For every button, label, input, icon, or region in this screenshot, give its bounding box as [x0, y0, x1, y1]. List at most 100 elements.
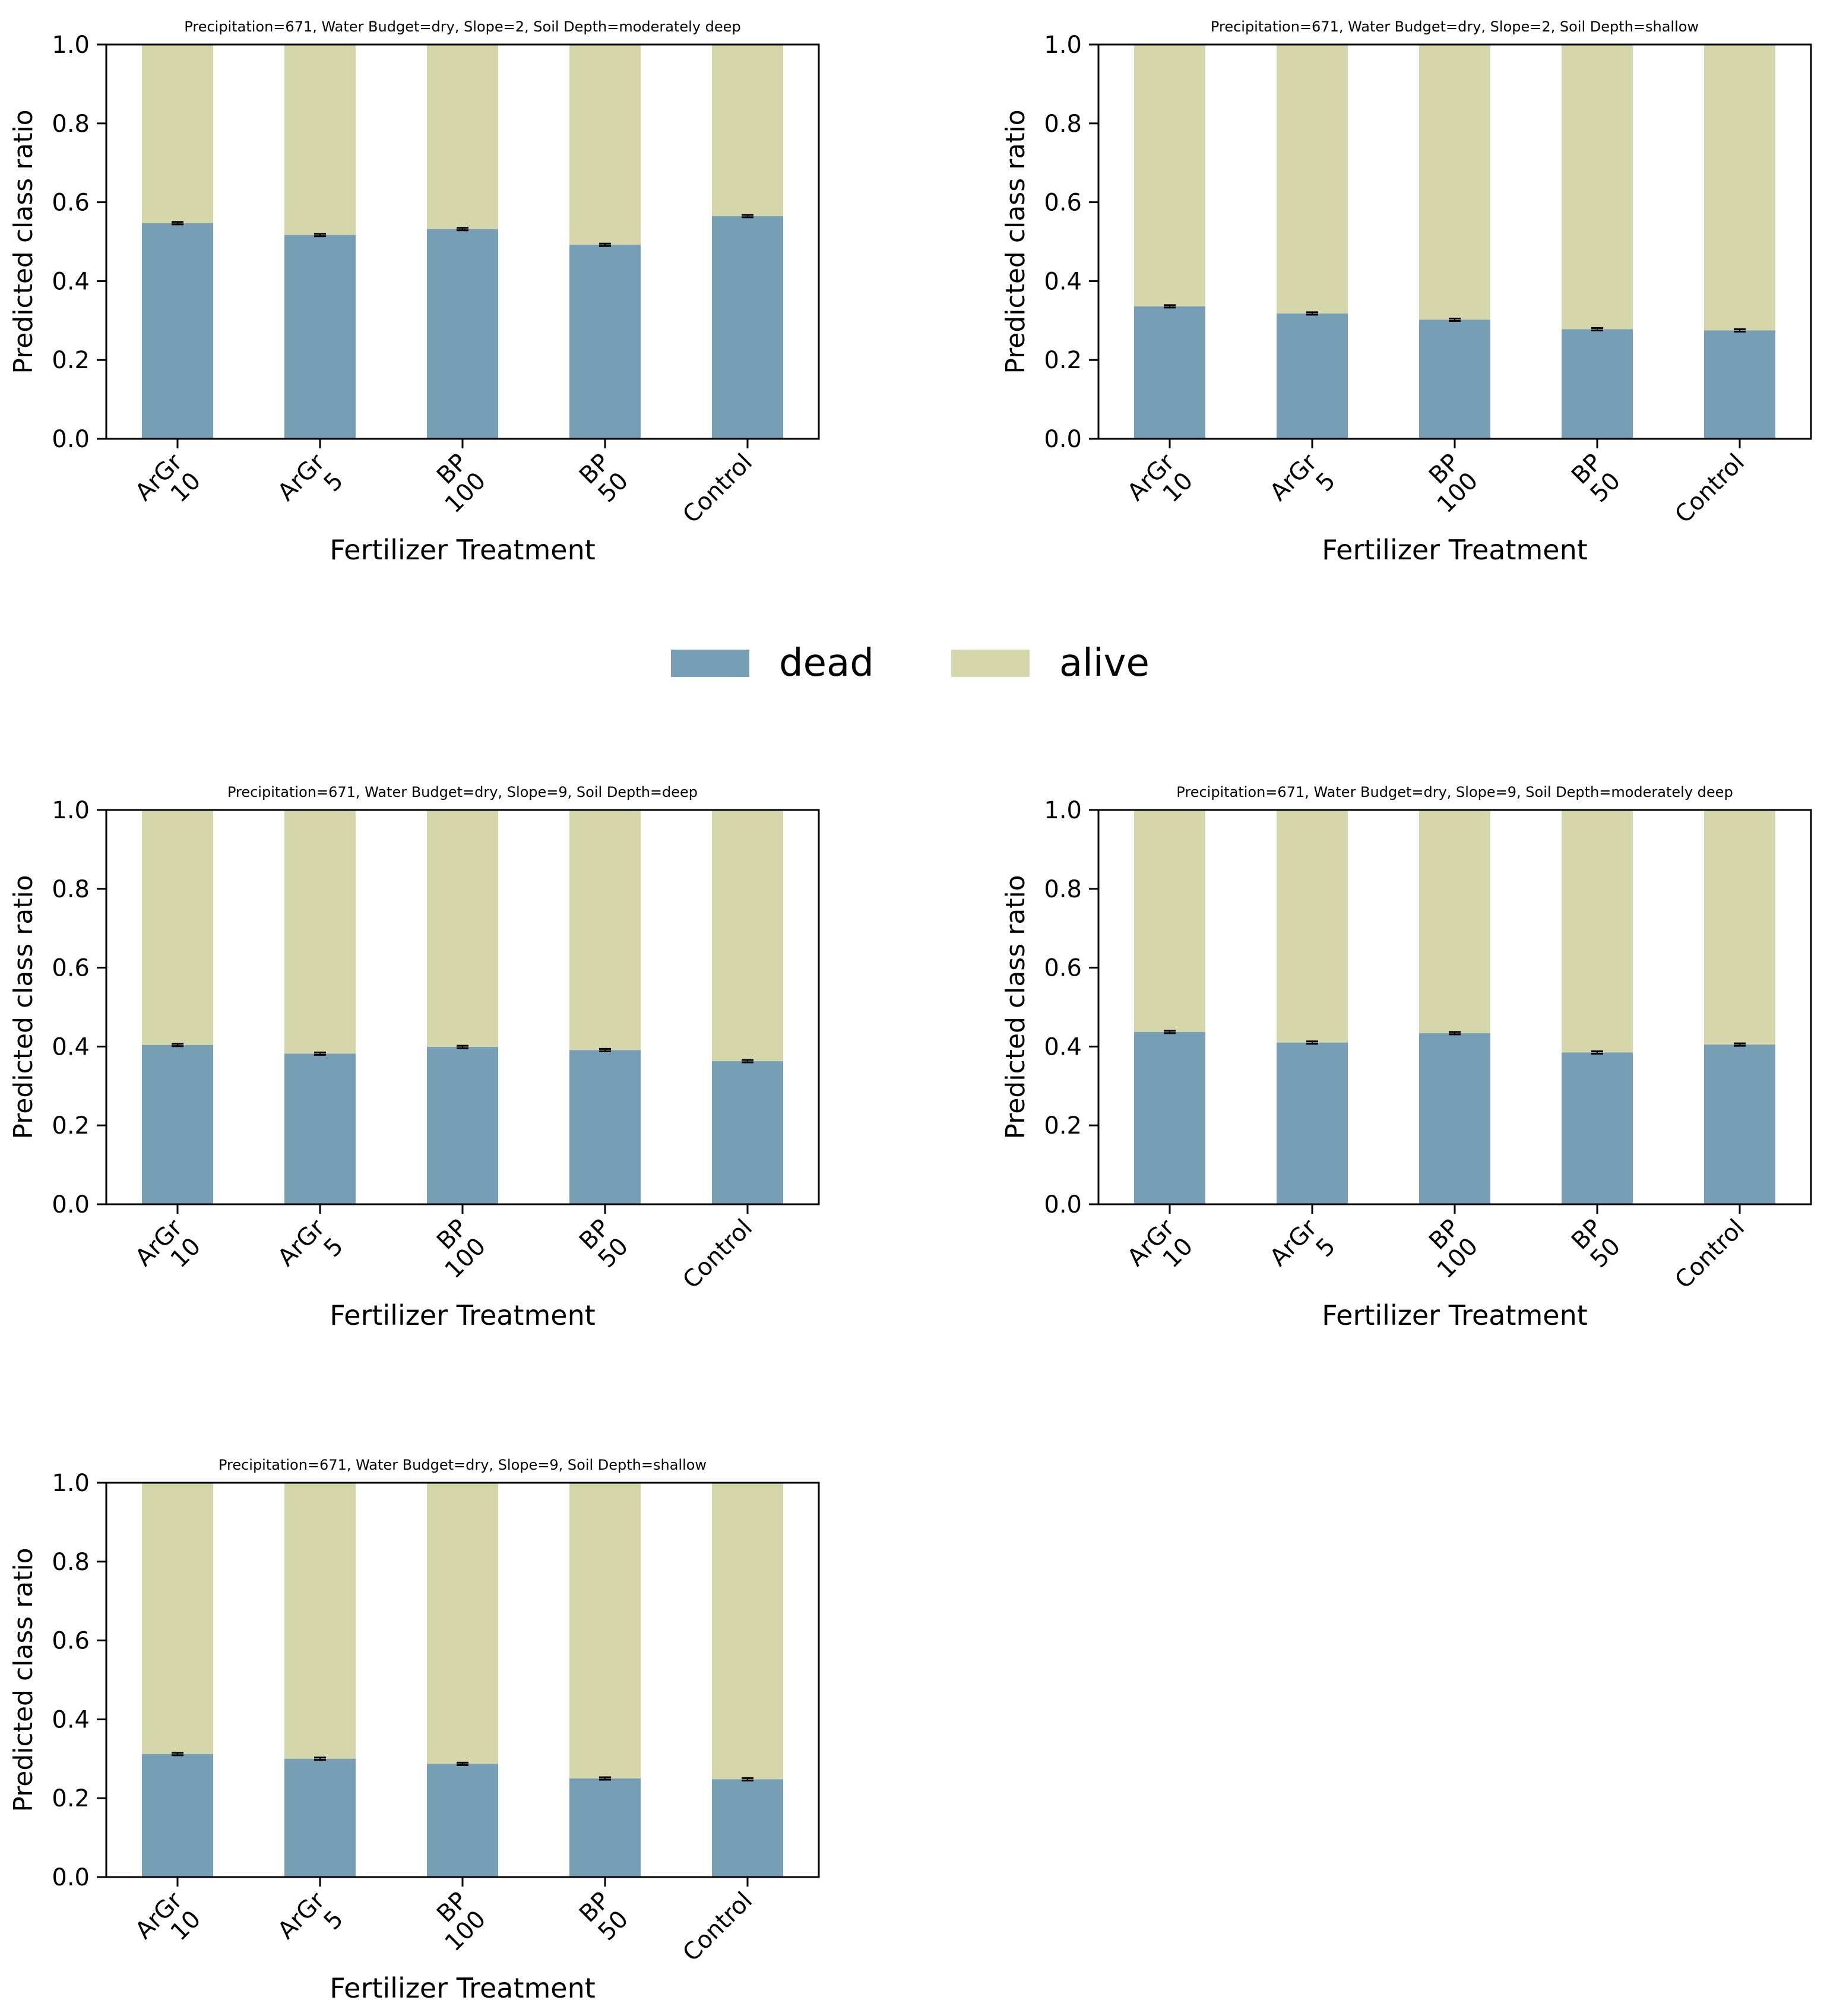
x-tick-label: BP50	[574, 1887, 634, 1947]
bar-alive	[284, 810, 356, 1054]
chart-title: Precipitation=671, Water Budget=dry, Slo…	[227, 784, 698, 800]
y-axis-label: Predicted class ratio	[1000, 875, 1031, 1139]
bar-dead	[712, 1779, 783, 1877]
chart-title: Precipitation=671, Water Budget=dry, Slo…	[184, 18, 740, 35]
y-tick-label: 1.0	[52, 797, 90, 824]
y-tick-label: 1.0	[1044, 797, 1082, 824]
bar-dead	[142, 1754, 213, 1877]
x-tick-label: BP100	[1414, 449, 1484, 519]
y-tick-label: 0.8	[52, 110, 90, 138]
x-tick-label: BP100	[422, 449, 492, 519]
x-tick-label: Control	[677, 1887, 758, 1967]
x-tick-label: ArGr5	[1265, 448, 1341, 525]
bar-alive	[427, 45, 498, 229]
subplot-4: ArGr10 ArGr5 BP100 BP50 Control 0.0 0.2 0.4 0.6 0…	[1000, 784, 1812, 1331]
legend-swatch-alive	[951, 650, 1030, 677]
chart-title: Precipitation=671, Water Budget=dry, Slo…	[219, 1457, 707, 1473]
bar-alive	[1704, 45, 1775, 331]
bar-alive	[569, 45, 641, 245]
y-tick-label: 0.2	[1044, 1112, 1082, 1140]
y-axis-label: Predicted class ratio	[1000, 109, 1031, 374]
bar-dead	[569, 1050, 641, 1204]
x-axis-label: Fertilizer Treatment	[1322, 1299, 1588, 1331]
y-tick-label: 0.4	[1044, 268, 1082, 295]
x-tick-label: BP50	[574, 449, 634, 508]
x-tick-label: BP50	[574, 1214, 634, 1274]
bar-dead	[284, 235, 356, 439]
x-tick-label: ArGr10	[1122, 448, 1199, 525]
y-tick-label: 0.6	[52, 1628, 90, 1655]
bar-dead	[1134, 306, 1205, 439]
bar-alive	[1134, 45, 1205, 306]
bar-dead	[1419, 1033, 1490, 1204]
x-tick-label-line: Control	[677, 449, 758, 529]
legend-swatch-dead	[671, 650, 749, 677]
y-tick-label: 0.6	[1044, 955, 1082, 982]
y-tick-label: 0.0	[52, 1864, 90, 1891]
subplot-3: ArGr10 ArGr5 BP100 BP50 Control 0.0 0.2 0.4 0.6 0…	[8, 784, 820, 1331]
x-tick-label: BP100	[1414, 1214, 1484, 1284]
bar-alive	[427, 810, 498, 1047]
bar-alive	[1419, 45, 1490, 320]
y-axis-label: Predicted class ratio	[8, 109, 39, 374]
y-tick-label: 0.4	[1044, 1033, 1082, 1061]
legend-label-dead: dead	[779, 641, 874, 685]
x-tick-label-line: Control	[677, 1887, 758, 1967]
x-tick-label-line: Control	[1670, 449, 1750, 529]
x-tick-label-line: Control	[677, 1214, 758, 1295]
y-tick-label: 0.2	[52, 1112, 90, 1140]
x-axis-label: Fertilizer Treatment	[330, 534, 596, 566]
x-axis-label: Fertilizer Treatment	[330, 1299, 596, 1331]
bar-alive	[1277, 810, 1348, 1043]
x-tick-label: ArGr5	[1265, 1214, 1341, 1290]
bar-dead	[427, 1047, 498, 1204]
bar-dead	[569, 245, 641, 439]
bar-dead	[1419, 319, 1490, 439]
legend: dead alive	[671, 641, 1227, 685]
bar-alive	[1562, 45, 1633, 330]
x-tick-label: ArGr10	[130, 1887, 207, 1963]
bar-alive	[712, 810, 783, 1061]
axes-frame	[105, 43, 820, 440]
bar-dead	[142, 1045, 213, 1204]
bar-alive	[142, 810, 213, 1045]
bar-alive	[1277, 45, 1348, 314]
y-tick-label: 0.8	[1044, 110, 1082, 138]
x-tick-label: ArGr5	[273, 1887, 349, 1963]
y-axis-label: Predicted class ratio	[8, 875, 39, 1139]
y-tick-label: 0.4	[52, 1706, 90, 1733]
axes-frame	[105, 1482, 820, 1878]
bar-dead	[284, 1053, 356, 1204]
bar-dead	[1134, 1031, 1205, 1204]
y-tick-label: 0.8	[1044, 876, 1082, 903]
x-tick-label: BP50	[1566, 1214, 1626, 1274]
x-axis-label: Fertilizer Treatment	[330, 1972, 596, 2004]
y-axis-label: Predicted class ratio	[8, 1547, 39, 1812]
bar-alive	[1562, 810, 1633, 1053]
x-tick-label-line: Control	[1670, 1214, 1750, 1295]
x-tick-label: BP100	[422, 1887, 492, 1957]
y-tick-label: 0.6	[52, 955, 90, 982]
bar-alive	[569, 1483, 641, 1778]
bar-alive	[712, 45, 783, 216]
bar-alive	[1134, 810, 1205, 1032]
x-tick-label: BP100	[422, 1214, 492, 1284]
bar-dead	[569, 1778, 641, 1877]
y-tick-label: 1.0	[52, 1470, 90, 1497]
x-tick-label: BP50	[1566, 449, 1626, 508]
subplot-5: ArGr10 ArGr5 BP100 BP50 Control 0.0 0.2 0.4 0.6 0…	[8, 1457, 820, 2004]
y-tick-label: 0.0	[52, 426, 90, 453]
bar-alive	[142, 1483, 213, 1754]
bar-dead	[1562, 1052, 1633, 1204]
x-tick-label: Control	[677, 449, 758, 529]
y-tick-label: 0.2	[52, 347, 90, 374]
y-tick-label: 0.4	[52, 1033, 90, 1061]
bar-alive	[427, 1483, 498, 1764]
bar-dead	[1704, 1045, 1775, 1204]
x-tick-label: ArGr10	[130, 1214, 207, 1290]
bar-alive	[1704, 810, 1775, 1045]
axes-frame	[1097, 43, 1812, 440]
x-tick-label: ArGr10	[130, 448, 207, 525]
y-tick-label: 0.0	[1044, 1191, 1082, 1219]
y-tick-label: 0.0	[52, 1191, 90, 1219]
